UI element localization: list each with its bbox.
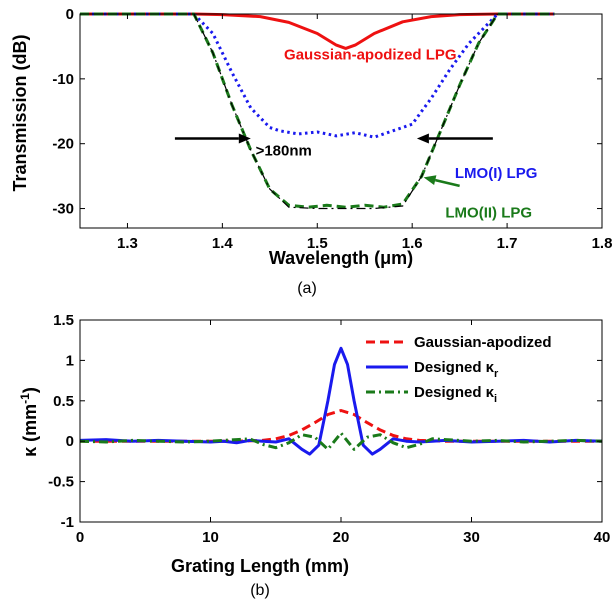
series-line-a-3 (193, 13, 499, 210)
annotation-lmo1-lpg: LMO(I) LPG (455, 165, 537, 182)
legend-b: Gaussian-apodized Designed κr Designed κi (366, 334, 552, 405)
x-tick-label-a-5: 1.8 (592, 235, 613, 252)
arrow-shaft-a-2 (434, 178, 460, 188)
series-line-a-1 (80, 12, 555, 139)
axes-frame-a (79, 13, 603, 229)
y-tick-label-b-4: -0.5 (48, 474, 74, 491)
y-axis-label-b: κ (mm-1) (18, 387, 40, 457)
y-tick-label-a-3: -30 (52, 201, 74, 218)
ticks-a: 1.3 1.4 1.5 1.6 1.7 1.8 0 -10 -20 -30 (52, 6, 612, 252)
y-tick-label-b-2: 0.5 (53, 393, 74, 410)
x-tick-label-b-3: 30 (463, 529, 480, 546)
chart-panel-a: 1.3 1.4 1.5 1.6 1.7 1.8 0 -10 -20 -30 Transmissio… (10, 6, 612, 297)
series-line-b-1 (79, 346, 603, 456)
caption-a: (a) (297, 280, 317, 297)
legend-label-0: Gaussian-apodized (414, 334, 552, 351)
x-tick-label-a-3: 1.6 (402, 235, 423, 252)
y-tick-label-b-5: -1 (61, 514, 74, 531)
series-lines-a (80, 12, 555, 210)
annotation-arrows-a (174, 133, 493, 188)
arrow-head-a-0 (238, 133, 251, 144)
x-axis-label-b: Grating Length (mm) (171, 556, 349, 576)
x-tick-label-b-4: 40 (594, 529, 611, 546)
x-tick-label-a-0: 1.3 (117, 235, 138, 252)
y-tick-label-a-0: 0 (66, 6, 74, 23)
x-tick-label-a-4: 1.7 (497, 235, 518, 252)
caption-b: (b) (250, 582, 270, 599)
x-axis-label-a: Wavelength (μm) (269, 248, 413, 268)
chart-panel-b: 0 10 20 30 40 1.5 1 0.5 0 -0.5 -1 κ (mm-1) Grating… (18, 312, 610, 599)
y-tick-label-b-0: 1.5 (53, 312, 74, 329)
x-tick-label-b-2: 20 (333, 529, 350, 546)
annotation-gaussian-lpg: Gaussian-apodized LPG (284, 46, 457, 63)
series-lines-b (79, 346, 603, 456)
x-tick-label-a-2: 1.5 (307, 235, 328, 252)
arrow-head-a-2 (423, 175, 437, 185)
x-tick-label-b-0: 0 (76, 529, 84, 546)
ticks-b: 0 10 20 30 40 1.5 1 0.5 0 -0.5 -1 (48, 312, 610, 546)
series-line-b-2 (79, 431, 603, 451)
annotation-lmo2-lpg: LMO(II) LPG (445, 205, 532, 222)
y-tick-label-b-3: 0 (66, 433, 74, 450)
y-tick-label-b-1: 1 (66, 352, 74, 369)
x-tick-label-b-1: 10 (202, 529, 219, 546)
x-tick-label-a-1: 1.4 (212, 235, 234, 252)
legend-label-2: Designed κi (414, 384, 497, 405)
y-tick-label-a-1: -10 (52, 71, 74, 88)
y-tick-label-a-2: -20 (52, 136, 74, 153)
series-line-b-0 (80, 409, 602, 443)
y-axis-label-a: Transmission (dB) (10, 34, 30, 191)
series-line-a-0 (80, 12, 555, 50)
annotation-bandwidth: >180nm (256, 142, 312, 159)
arrow-head-a-1 (416, 133, 429, 144)
legend-label-1: Designed κr (414, 359, 499, 380)
